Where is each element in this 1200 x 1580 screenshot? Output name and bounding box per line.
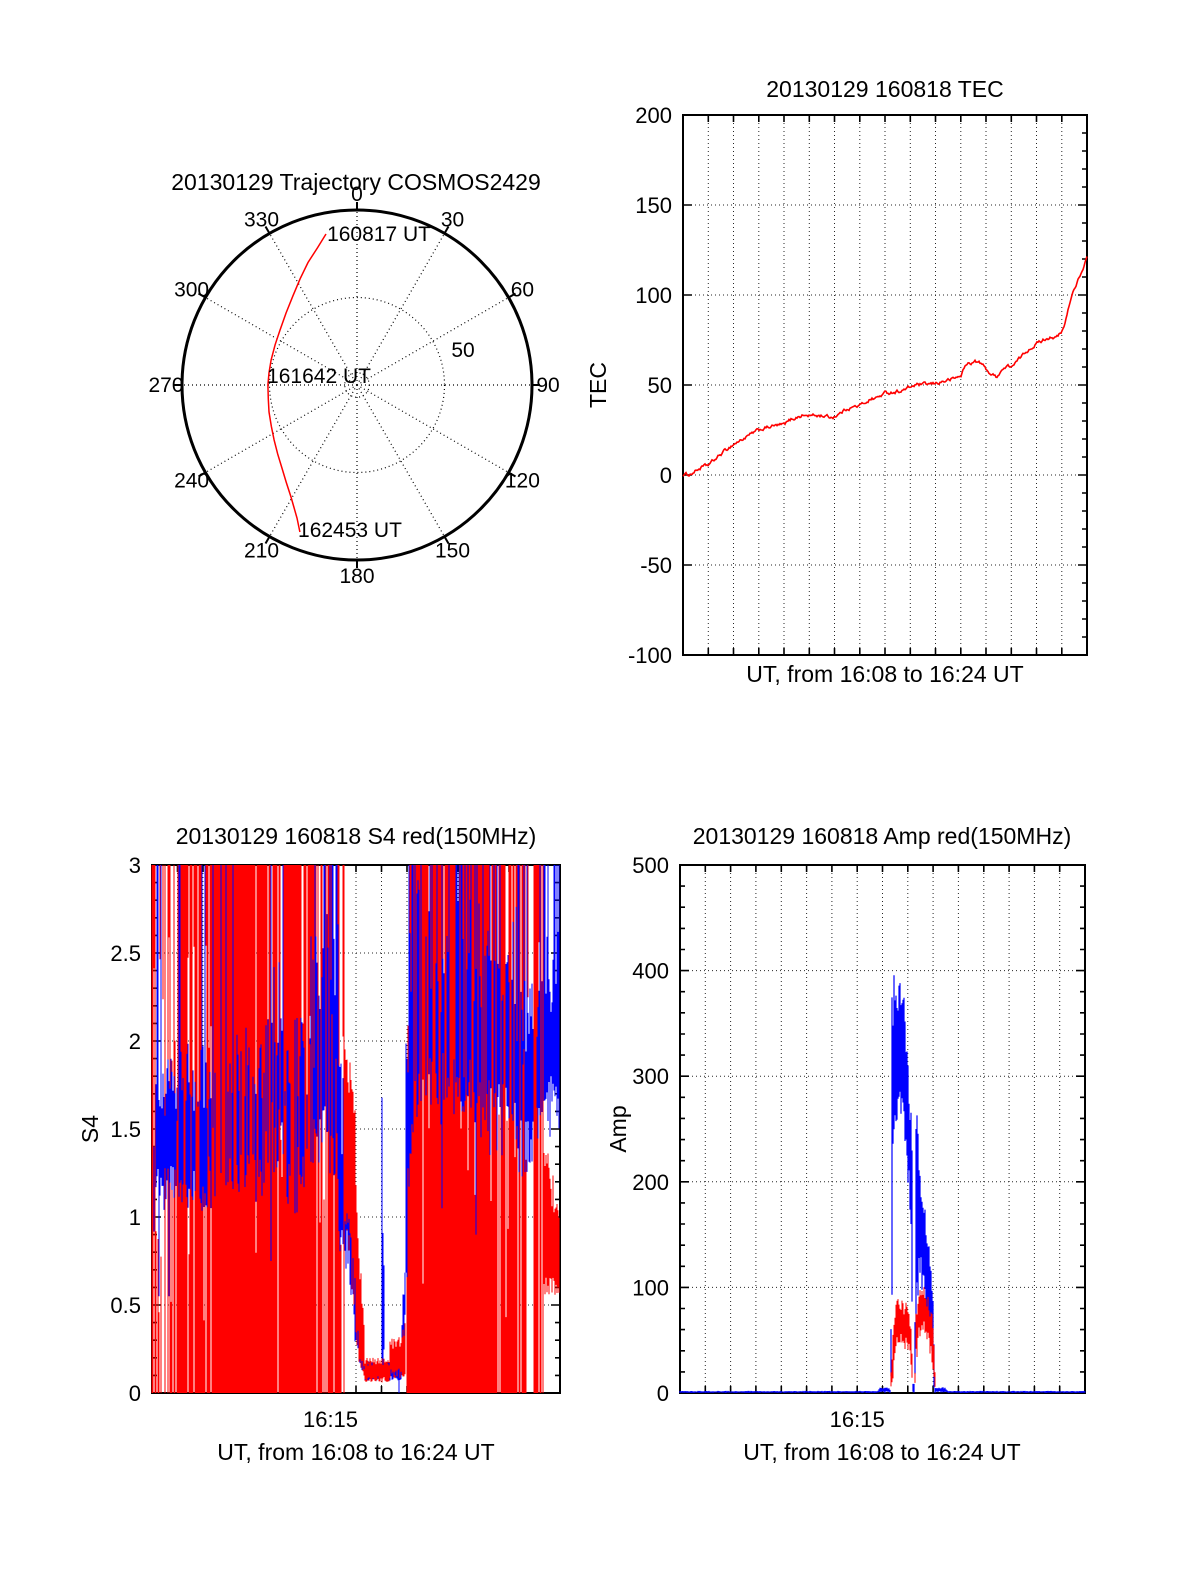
azimuth-outer-ticks	[174, 202, 540, 568]
s4-xlabel: UT, from 16:08 to 16:24 UT	[217, 1439, 494, 1465]
azimuth-label: 60	[511, 279, 534, 302]
amp-red-series	[890, 1287, 936, 1387]
s4-ytick-labels: 3 2.5 2 1.5 1 0.5 0	[110, 853, 141, 1406]
polar-outer-circle	[180, 208, 534, 562]
tec-ytick-label: 50	[648, 373, 672, 398]
amp-ytick-label: 0	[657, 1381, 669, 1406]
trajectory-annotation: 162453 UT	[298, 519, 402, 542]
tec-ytick-label: 150	[635, 193, 672, 218]
tec-ytick-label: 200	[635, 103, 672, 128]
amp-ytick-label: 100	[632, 1275, 669, 1300]
elevation-ring	[268, 296, 446, 474]
amp-xtick-label: 16:15	[830, 1407, 885, 1432]
elevation-ring-label: 50	[451, 339, 474, 362]
tec-ytick-label: 100	[635, 283, 672, 308]
tec-grid-lines	[683, 115, 1087, 655]
azimuth-label: 90	[536, 374, 559, 397]
tec-title: 20130129 160818 TEC	[766, 76, 1003, 102]
amp-axes-box	[679, 864, 1086, 1394]
s4-title: 20130129 160818 S4 red(150MHz)	[176, 823, 537, 849]
s4-ytick-label: 2.5	[110, 941, 141, 966]
amp-blue-series	[679, 975, 1086, 1393]
s4-ytick-label: 1	[129, 1205, 141, 1230]
trajectory-path	[267, 233, 327, 533]
amp-ytick-labels: 500 400 300 200 100 0	[632, 853, 669, 1406]
amp-xlabel: UT, from 16:08 to 16:24 UT	[743, 1439, 1020, 1465]
s4-ytick-label: 1.5	[110, 1117, 141, 1142]
tec-ylabel: TEC	[585, 362, 611, 408]
tec-series-line	[682, 256, 1088, 477]
amp-ytick-label: 300	[632, 1064, 669, 1089]
s4-ytick-label: 0	[129, 1381, 141, 1406]
s4-ytick-label: 0.5	[110, 1293, 141, 1318]
trajectory-title: 20130129 Trajectory COSMOS2429	[171, 169, 540, 195]
amp-ytick-label: 400	[632, 959, 669, 984]
tec-ytick-label: -100	[628, 643, 672, 668]
trajectory-annotation: 161642 UT	[267, 365, 371, 388]
s4-panel: 3 2.5 2 1.5 1 0.5 0 20130129 160818 S4 red(150M…	[77, 823, 561, 1465]
amp-axis-ticks	[680, 864, 1085, 1394]
azimuth-label: 300	[174, 279, 209, 302]
s4-ylabel: S4	[77, 1115, 103, 1143]
tec-ytick-label: -50	[640, 553, 672, 578]
azimuth-labels: 0 30 60 90 120 150 180 210 240 270 300 330	[148, 183, 559, 588]
s4-ytick-label: 2	[129, 1029, 141, 1054]
trajectory-annotations: 160817 UT 161642 UT 162453 UT	[267, 223, 431, 542]
azimuth-label: 150	[435, 539, 470, 562]
azimuth-label: 0	[351, 183, 363, 206]
azimuth-label: 180	[339, 565, 374, 588]
azimuth-label: 240	[174, 470, 209, 493]
amp-ytick-label: 200	[632, 1170, 669, 1195]
azimuth-label: 330	[244, 209, 279, 232]
tec-panel: 200 150 100 50 0 -50 -100 20130129 160818 TEC TE…	[585, 76, 1088, 687]
tec-axes-box	[682, 114, 1088, 656]
s4-red-noise-top	[151, 865, 560, 1393]
trajectory-annotation: 160817 UT	[327, 223, 431, 246]
azimuth-label: 270	[148, 374, 183, 397]
tec-ytick-label: 0	[660, 463, 672, 488]
tec-xlabel: UT, from 16:08 to 16:24 UT	[746, 661, 1023, 687]
amp-title: 20130129 160818 Amp red(150MHz)	[693, 823, 1071, 849]
s4-xtick-label: 16:15	[303, 1407, 358, 1432]
tec-ytick-labels: 200 150 100 50 0 -50 -100	[628, 103, 672, 668]
amp-panel: 500 400 300 200 100 0 20130129 160818 Amp red(…	[605, 823, 1086, 1465]
amp-grid-lines	[680, 865, 1085, 1393]
trajectory-panel: 0 30 60 90 120 150 180 210 240 270 300 330 50 160817 …	[148, 169, 559, 588]
s4-ytick-label: 3	[129, 853, 141, 878]
amp-ylabel: Amp	[605, 1105, 631, 1152]
azimuth-label: 210	[244, 539, 279, 562]
azimuth-label: 120	[505, 470, 540, 493]
amp-ytick-label: 500	[632, 853, 669, 878]
azimuth-label: 30	[441, 209, 464, 232]
